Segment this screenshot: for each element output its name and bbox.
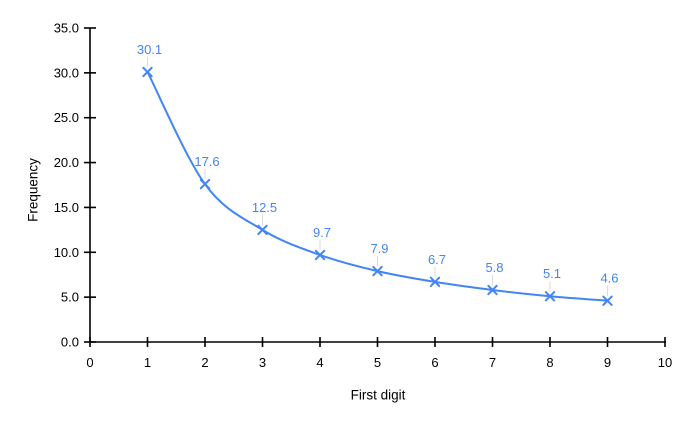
x-tick-label: 5 — [374, 355, 381, 370]
y-tick-label: 25.0 — [54, 110, 79, 125]
y-axis-title: Frequency — [25, 158, 41, 222]
y-tick-label: 10.0 — [54, 245, 79, 260]
y-tick-label: 35.0 — [54, 21, 79, 36]
data-point-marker — [199, 178, 211, 190]
x-tick-label: 4 — [316, 355, 323, 370]
data-point-marker — [314, 249, 326, 261]
data-point-marker — [142, 66, 153, 78]
data-label: 12.5 — [252, 200, 277, 215]
series-line — [146, 71, 608, 302]
data-point-marker — [544, 291, 556, 302]
x-tick-label: 8 — [546, 355, 553, 370]
y-tick-label: 0.0 — [61, 335, 79, 350]
x-tick-label: 3 — [259, 355, 266, 370]
data-label: 7.9 — [370, 241, 388, 256]
data-point-marker — [372, 265, 383, 277]
data-label: 6.7 — [428, 252, 446, 267]
x-tick-label: 10 — [658, 355, 672, 370]
y-tick-label: 20.0 — [54, 155, 79, 170]
data-point-marker — [429, 276, 441, 288]
data-point-marker — [602, 295, 613, 306]
x-tick-label: 7 — [489, 355, 496, 370]
data-label: 5.1 — [543, 266, 561, 281]
y-tick-label: 30.0 — [54, 65, 79, 80]
x-tick-label: 2 — [201, 355, 208, 370]
y-tick-label: 5.0 — [61, 290, 79, 305]
data-label: 17.6 — [194, 154, 219, 169]
data-label: 30.1 — [137, 42, 162, 57]
data-label: 4.6 — [600, 271, 618, 286]
x-tick-label: 9 — [604, 355, 611, 370]
data-point-marker — [487, 284, 498, 296]
y-tick-label: 15.0 — [54, 200, 79, 215]
x-tick-label: 1 — [144, 355, 151, 370]
data-point-marker — [257, 224, 268, 236]
x-tick-label: 6 — [431, 355, 438, 370]
data-label: 9.7 — [313, 225, 331, 240]
x-axis-title: First digit — [350, 387, 406, 403]
x-tick-label: 0 — [86, 355, 93, 370]
data-label: 5.8 — [485, 260, 503, 275]
